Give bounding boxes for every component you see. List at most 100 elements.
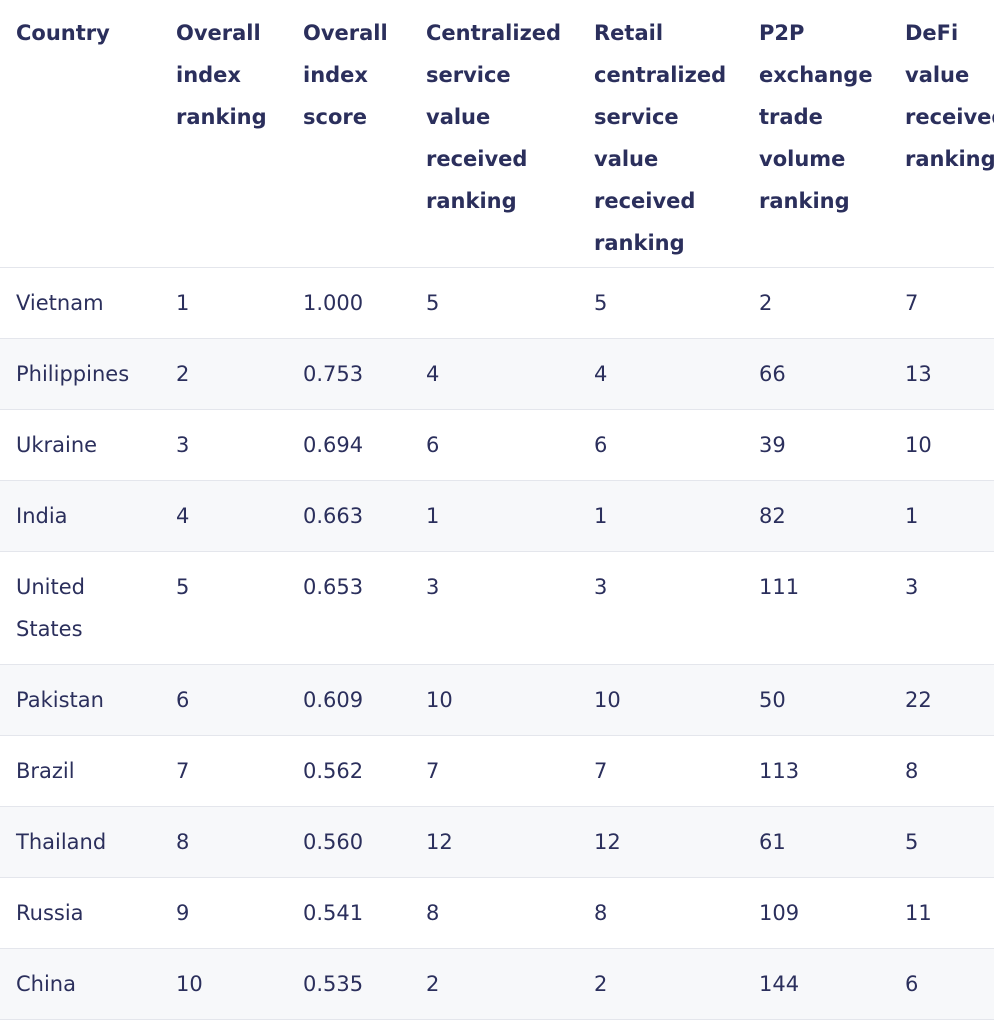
table-row: Russia 9 0.541 8 8 109 11 xyxy=(0,877,994,948)
cell-retail-centralized-service-value-received-ranking: 3 xyxy=(594,574,608,599)
cell-defi-value-received-ranking: 10 xyxy=(905,432,932,457)
table-row: Pakistan 6 0.609 10 10 50 22 xyxy=(0,664,994,735)
country-cell: Vietnam xyxy=(16,290,104,315)
column-header-line: Overall xyxy=(176,21,261,45)
column-header-line: received xyxy=(426,147,528,171)
table-body: Vietnam 1 1.000 5 5 2 7 Philippines 2 0.753 4 4 66 13… xyxy=(0,267,994,1019)
column-header-line: Retail xyxy=(594,21,664,45)
country-cell: China xyxy=(16,971,76,996)
cell-p2p-exchange-trade-volume-ranking: 144 xyxy=(759,971,800,996)
column-header-line: ranking xyxy=(905,147,994,171)
cell-centralized-service-value-received-ranking: 6 xyxy=(426,432,440,457)
cell-centralized-service-value-received-ranking: 8 xyxy=(426,900,440,925)
cell-overall-index-ranking: 8 xyxy=(176,829,190,854)
cell-defi-value-received-ranking: 1 xyxy=(905,503,919,528)
cell-centralized-service-value-received-ranking: 3 xyxy=(426,574,440,599)
cell-centralized-service-value-received-ranking: 7 xyxy=(426,758,440,783)
column-header-line: index xyxy=(176,63,241,87)
column-header-country: Country xyxy=(0,0,160,267)
cell-retail-centralized-service-value-received-ranking: 12 xyxy=(594,829,621,854)
cell-overall-index-ranking: 4 xyxy=(176,503,190,528)
cell-retail-centralized-service-value-received-ranking: 6 xyxy=(594,432,608,457)
column-header-line: received xyxy=(594,189,696,213)
cell-centralized-service-value-received-ranking: 5 xyxy=(426,290,440,315)
column-header-overall-index-ranking: Overall index ranking xyxy=(160,0,287,267)
cell-overall-index-score: 0.560 xyxy=(303,829,364,854)
column-header-p2p-exchange-trade-volume-ranking: P2P exchange trade volume ranking xyxy=(743,0,889,267)
cell-defi-value-received-ranking: 11 xyxy=(905,900,932,925)
cell-retail-centralized-service-value-received-ranking: 1 xyxy=(594,503,608,528)
table-row: Vietnam 1 1.000 5 5 2 7 xyxy=(0,267,994,338)
cell-defi-value-received-ranking: 8 xyxy=(905,758,919,783)
column-header-line: value xyxy=(594,147,659,171)
cell-overall-index-ranking: 7 xyxy=(176,758,190,783)
cell-overall-index-score: 0.653 xyxy=(303,574,364,599)
column-header-line: received xyxy=(905,105,994,129)
cell-p2p-exchange-trade-volume-ranking: 61 xyxy=(759,829,786,854)
cell-overall-index-ranking: 2 xyxy=(176,361,190,386)
cell-centralized-service-value-received-ranking: 12 xyxy=(426,829,453,854)
cell-p2p-exchange-trade-volume-ranking: 2 xyxy=(759,290,773,315)
cell-overall-index-score: 0.663 xyxy=(303,503,364,528)
cell-retail-centralized-service-value-received-ranking: 5 xyxy=(594,290,608,315)
cell-centralized-service-value-received-ranking: 4 xyxy=(426,361,440,386)
column-header-line: ranking xyxy=(176,105,267,129)
header-row: Country Overall index ranking Overall index sc… xyxy=(0,0,994,267)
column-header-line: value xyxy=(905,63,970,87)
cell-defi-value-received-ranking: 22 xyxy=(905,687,932,712)
cell-overall-index-ranking: 1 xyxy=(176,290,190,315)
country-cell: India xyxy=(16,503,68,528)
column-header-line: P2P xyxy=(759,21,805,45)
column-header-line: volume xyxy=(759,147,846,171)
cell-overall-index-score: 0.753 xyxy=(303,361,364,386)
cell-overall-index-ranking: 5 xyxy=(176,574,190,599)
cell-overall-index-score: 0.541 xyxy=(303,900,364,925)
table-header: Country Overall index ranking Overall index sc… xyxy=(0,0,994,267)
cell-overall-index-score: 0.609 xyxy=(303,687,364,712)
column-header-centralized-service-value-received-ranking: Centralized service value received ranking xyxy=(410,0,578,267)
country-cell: Brazil xyxy=(16,758,75,783)
cell-p2p-exchange-trade-volume-ranking: 109 xyxy=(759,900,800,925)
table-row: Ukraine 3 0.694 6 6 39 10 xyxy=(0,409,994,480)
cell-p2p-exchange-trade-volume-ranking: 82 xyxy=(759,503,786,528)
cell-overall-index-score: 1.000 xyxy=(303,290,364,315)
cell-retail-centralized-service-value-received-ranking: 10 xyxy=(594,687,621,712)
cell-p2p-exchange-trade-volume-ranking: 66 xyxy=(759,361,786,386)
cell-overall-index-ranking: 9 xyxy=(176,900,190,925)
cell-retail-centralized-service-value-received-ranking: 7 xyxy=(594,758,608,783)
table-row: Brazil 7 0.562 7 7 113 8 xyxy=(0,735,994,806)
cell-defi-value-received-ranking: 3 xyxy=(905,574,919,599)
column-header-line: index xyxy=(303,63,368,87)
country-cell: Philippines xyxy=(16,361,130,386)
cell-p2p-exchange-trade-volume-ranking: 113 xyxy=(759,758,800,783)
column-header-line: score xyxy=(303,105,367,129)
table-row: United States 5 0.653 3 3 111 3 xyxy=(0,551,994,664)
table-row: Philippines 2 0.753 4 4 66 13 xyxy=(0,338,994,409)
column-header-line: value xyxy=(426,105,491,129)
cell-retail-centralized-service-value-received-ranking: 4 xyxy=(594,361,608,386)
cell-defi-value-received-ranking: 13 xyxy=(905,361,932,386)
column-header-line: ranking xyxy=(594,231,685,255)
cell-centralized-service-value-received-ranking: 1 xyxy=(426,503,440,528)
column-header-line: Overall xyxy=(303,21,388,45)
cell-defi-value-received-ranking: 6 xyxy=(905,971,919,996)
column-header-line: trade xyxy=(759,105,823,129)
column-header-line: centralized xyxy=(594,63,727,87)
column-header-line: ranking xyxy=(426,189,517,213)
table-row: India 4 0.663 1 1 82 1 xyxy=(0,480,994,551)
cell-p2p-exchange-trade-volume-ranking: 39 xyxy=(759,432,786,457)
cell-overall-index-ranking: 3 xyxy=(176,432,190,457)
table-row: Thailand 8 0.560 12 12 61 5 xyxy=(0,806,994,877)
cell-defi-value-received-ranking: 7 xyxy=(905,290,919,315)
table-row: China 10 0.535 2 2 144 6 xyxy=(0,948,994,1019)
cell-p2p-exchange-trade-volume-ranking: 111 xyxy=(759,574,800,599)
cell-retail-centralized-service-value-received-ranking: 8 xyxy=(594,900,608,925)
column-header-line: Country xyxy=(16,21,110,45)
column-header-defi-value-received-ranking: DeFi value received ranking xyxy=(889,0,994,267)
cell-defi-value-received-ranking: 5 xyxy=(905,829,919,854)
column-header-line: service xyxy=(594,105,679,129)
country-cell: Russia xyxy=(16,900,84,925)
column-header-line: DeFi xyxy=(905,21,959,45)
